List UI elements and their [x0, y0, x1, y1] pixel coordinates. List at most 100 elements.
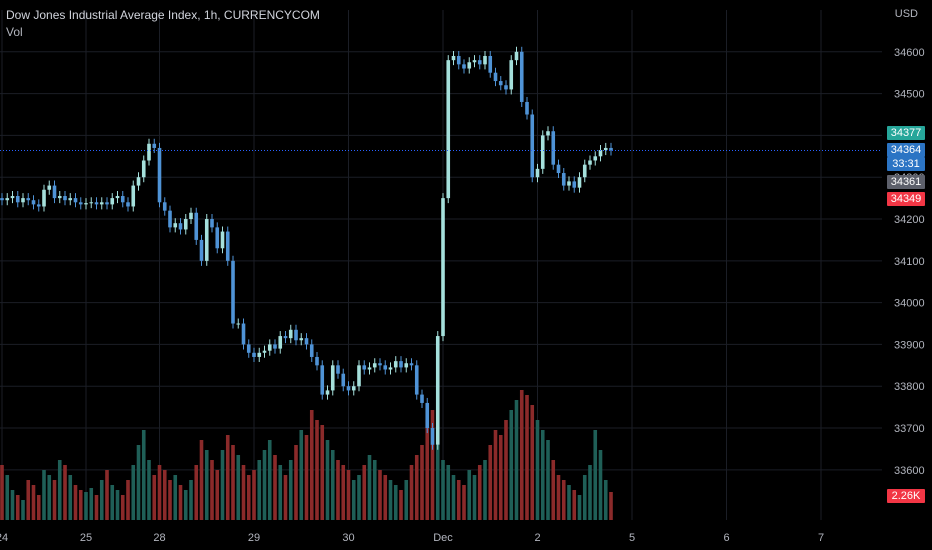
candle-body-99 [519, 51, 524, 102]
volume-bar-27 [141, 430, 146, 520]
volume-bar-5 [26, 480, 31, 520]
candle-body-96 [504, 85, 508, 90]
candle-body-41 [215, 227, 220, 249]
candle-body-98 [514, 51, 519, 61]
candle-body-69 [362, 365, 367, 370]
x-tick-8: 6 [723, 532, 729, 544]
y-tick-9: 33700 [894, 423, 925, 435]
volume-bar-113 [593, 430, 598, 520]
volume-bar-78 [409, 465, 414, 520]
candle-body-100 [525, 101, 529, 115]
candle-body-35 [183, 219, 188, 230]
candle-body-74 [388, 367, 393, 370]
candle-body-47 [246, 344, 251, 353]
volume-bar-106 [556, 475, 561, 520]
x-tick-5: Dec [433, 532, 453, 544]
volume-bar-100 [525, 395, 529, 520]
volume-bar-74 [388, 480, 393, 520]
candle-body-115 [603, 147, 608, 151]
volume-bar-1 [5, 475, 10, 520]
candle-body-38 [199, 239, 204, 261]
candle-body-1 [5, 198, 10, 201]
candle-body-13 [68, 198, 73, 201]
candle-body-83 [435, 336, 440, 445]
candle-body-106 [556, 164, 561, 174]
candle-body-64 [336, 365, 340, 374]
low-price-badge: 34349 [887, 192, 925, 206]
candle-body-114 [598, 150, 603, 157]
candle-body-102 [535, 168, 540, 178]
volume-bar-23 [120, 495, 125, 520]
candle-body-21 [110, 198, 115, 205]
candle-body-7 [36, 204, 41, 207]
grid-lines [0, 10, 882, 520]
candle-body-88 [462, 64, 466, 69]
volume-bar-91 [477, 465, 482, 520]
candle-body-53 [278, 336, 283, 349]
candles [0, 46, 613, 450]
volume-bar-26 [136, 445, 141, 520]
candle-body-59 [309, 344, 314, 357]
y-tick-8: 33800 [894, 381, 925, 393]
candle-body-10 [52, 185, 57, 199]
candle-body-94 [493, 72, 498, 82]
candle-body-101 [530, 114, 535, 178]
volume-bar-102 [535, 420, 540, 520]
high-price-badge: 34377 [887, 126, 925, 140]
volume-bar-37 [194, 465, 199, 520]
candle-body-44 [231, 260, 235, 324]
volume-bar-88 [462, 485, 466, 520]
volume-bar-85 [446, 465, 451, 520]
candle-body-92 [483, 55, 487, 65]
volume-bar-13 [68, 475, 73, 520]
candle-body-27 [141, 160, 146, 178]
volume-bar-49 [257, 460, 262, 520]
candle-body-71 [372, 363, 377, 368]
candle-body-18 [94, 202, 99, 205]
candle-body-70 [367, 367, 372, 370]
volume-bar-42 [220, 450, 225, 520]
candle-body-111 [582, 164, 587, 178]
volume-bar-50 [262, 450, 267, 520]
candle-body-49 [257, 352, 262, 357]
candle-body-77 [404, 363, 409, 368]
volume-bar-72 [378, 470, 382, 520]
volume-bar-12 [63, 465, 67, 520]
volume-bar-28 [147, 460, 151, 520]
candle-body-26 [136, 177, 141, 186]
candle-body-65 [341, 373, 346, 387]
volume-bar-41 [215, 470, 220, 520]
countdown-badge: 33:31 [887, 157, 925, 171]
volume-bar-14 [73, 485, 78, 520]
candle-body-76 [399, 361, 403, 368]
volume-bar-68 [357, 475, 361, 520]
y-tick-10: 33600 [894, 465, 925, 477]
volume-bar-59 [309, 410, 314, 520]
candle-body-39 [204, 219, 209, 261]
candle-body-55 [288, 329, 293, 339]
y-tick-0: 34600 [894, 47, 925, 59]
volume-bar-33 [173, 475, 178, 520]
volume-bar-47 [246, 475, 251, 520]
candle-body-93 [488, 55, 493, 73]
volume-bar-51 [267, 440, 272, 520]
volume-bar-86 [451, 475, 456, 520]
candle-body-57 [299, 338, 304, 341]
volume-bar-44 [231, 445, 235, 520]
candle-body-45 [236, 323, 241, 325]
volume-bar-18 [94, 495, 99, 520]
candle-body-80 [420, 394, 424, 403]
volume-bar-69 [362, 465, 367, 520]
volume-bar-96 [504, 420, 508, 520]
candle-body-90 [472, 60, 477, 63]
candle-body-78 [409, 363, 414, 366]
candle-body-82 [430, 428, 435, 445]
volume-bar-87 [456, 480, 461, 520]
x-tick-6: 2 [534, 532, 540, 544]
candle-body-104 [546, 131, 550, 136]
candle-body-62 [325, 390, 330, 395]
candle-body-29 [152, 143, 157, 148]
volume-bar-83 [435, 445, 440, 520]
candle-body-31 [162, 202, 167, 211]
